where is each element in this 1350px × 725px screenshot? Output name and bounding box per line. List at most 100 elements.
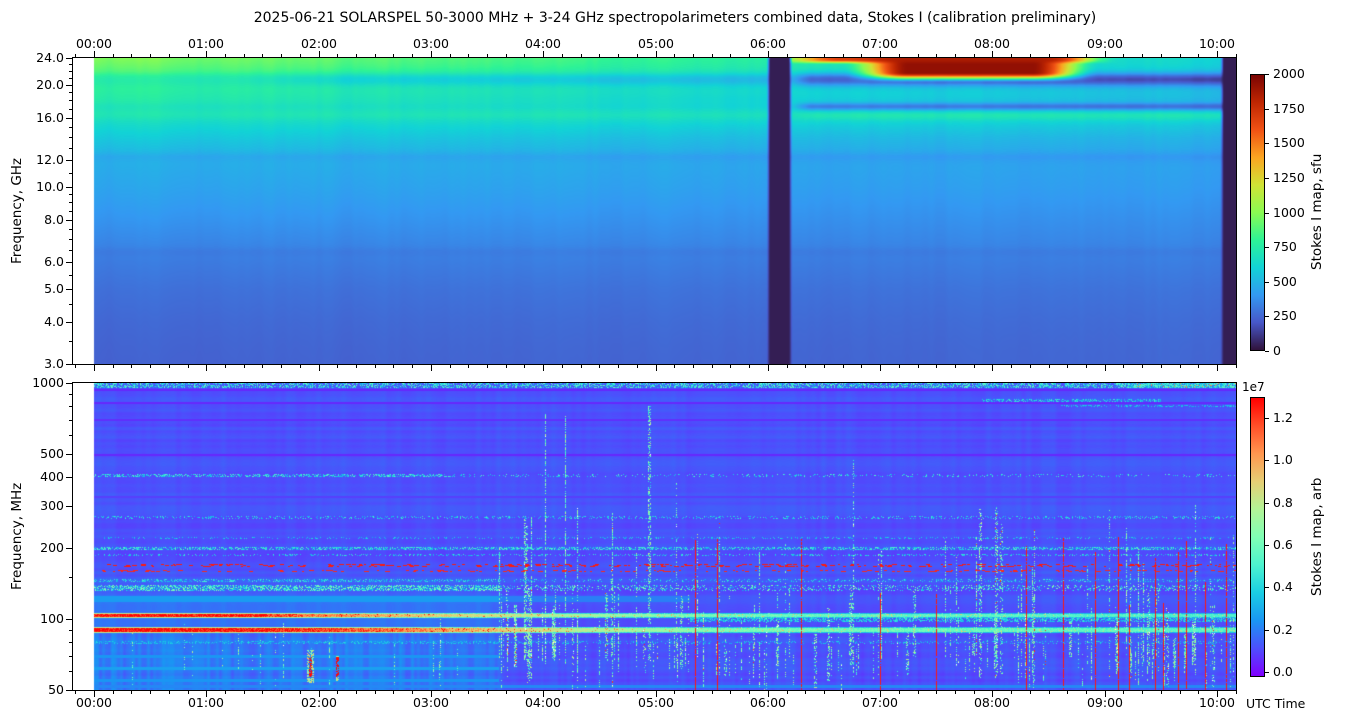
x-axis-minor-tick-top — [1180, 54, 1181, 57]
x-axis-minor-tick-bottom — [1236, 691, 1237, 694]
y-axis-major-tick — [66, 187, 72, 188]
y-axis-major-tick — [66, 506, 72, 507]
x-axis-minor-tick-mid — [412, 365, 413, 368]
y-axis-minor-tick — [69, 341, 72, 342]
x-axis-major-tick-bottom — [543, 691, 544, 697]
y-axis-minor-tick — [69, 239, 72, 240]
x-axis-minor-tick-bottom — [899, 691, 900, 694]
x-tick-label-top: 06:00 — [749, 36, 787, 51]
y-axis-major-tick — [66, 690, 72, 691]
colorbar-tick-label: 1.0 — [1273, 452, 1293, 467]
x-axis-minor-tick-bottom — [1161, 691, 1162, 694]
x-axis-minor-tick-bottom — [506, 691, 507, 694]
x-axis-minor-tick-mid — [524, 365, 525, 368]
x-axis-major-tick-mid — [768, 365, 769, 371]
x-axis-minor-tick-top — [262, 54, 263, 57]
x-axis-minor-tick-top — [375, 54, 376, 57]
x-axis-minor-tick-mid — [244, 365, 245, 368]
y-axis-minor-tick — [69, 127, 72, 128]
x-axis-major-tick-bottom — [206, 691, 207, 697]
y-axis-major-tick — [66, 220, 72, 221]
x-axis-minor-tick-bottom — [225, 691, 226, 694]
x-axis-minor-tick-mid — [693, 365, 694, 368]
x-axis-minor-tick-bottom — [599, 691, 600, 694]
colorbar-tick-label: 1250 — [1273, 170, 1305, 185]
x-tick-label-top: 04:00 — [524, 36, 562, 51]
x-axis-minor-tick-top — [955, 54, 956, 57]
colorbar-tick-label: 500 — [1273, 274, 1297, 289]
x-axis-minor-tick-mid — [506, 365, 507, 368]
y-tick-label: 200 — [40, 540, 64, 555]
y-axis-major-tick — [66, 118, 72, 119]
y-axis-minor-tick — [69, 250, 72, 251]
x-axis-major-tick-bottom — [768, 691, 769, 697]
x-axis-minor-tick-bottom — [412, 691, 413, 694]
x-axis-minor-tick-top — [674, 54, 675, 57]
colorbar-tick — [1265, 545, 1269, 546]
colorbar-tick-label: 2000 — [1273, 66, 1305, 81]
y-axis-label-ghz: Frequency, GHz — [9, 157, 25, 265]
x-axis-minor-tick-top — [412, 54, 413, 57]
y-tick-label: 5.0 — [44, 281, 64, 296]
x-axis-minor-tick-bottom — [356, 691, 357, 694]
x-axis-minor-tick-top — [450, 54, 451, 57]
colorbar-tick-label: 0.0 — [1273, 664, 1293, 679]
x-axis-minor-tick-top — [712, 54, 713, 57]
y-axis-minor-tick — [69, 64, 72, 65]
x-axis-minor-tick-mid — [337, 365, 338, 368]
x-axis-minor-tick-bottom — [262, 691, 263, 694]
x-axis-minor-tick-top — [599, 54, 600, 57]
x-axis-major-tick-bottom — [94, 691, 95, 697]
x-axis-minor-tick-bottom — [749, 691, 750, 694]
x-axis-minor-tick-mid — [1180, 365, 1181, 368]
colorbar-arb — [1250, 397, 1265, 677]
y-axis-minor-tick — [69, 420, 72, 421]
y-axis-minor-tick — [69, 394, 72, 395]
y-tick-label: 4.0 — [44, 314, 64, 329]
y-axis-minor-tick — [69, 202, 72, 203]
colorbar-tick — [1265, 587, 1269, 588]
x-axis-minor-tick-top — [281, 54, 282, 57]
x-axis-minor-tick-bottom — [861, 691, 862, 694]
x-axis-minor-tick-bottom — [1180, 691, 1181, 694]
spectrogram-mhz-panel — [72, 382, 1237, 691]
x-axis-minor-tick-bottom — [244, 691, 245, 694]
x-axis-major-tick-mid — [656, 365, 657, 371]
x-axis-minor-tick-top — [581, 54, 582, 57]
y-axis-minor-tick — [69, 275, 72, 276]
y-tick-label: 16.0 — [36, 110, 64, 125]
y-axis-minor-tick — [69, 656, 72, 657]
x-axis-minor-tick-top — [824, 54, 825, 57]
x-axis-minor-tick-mid — [918, 365, 919, 368]
y-axis-minor-tick — [69, 671, 72, 672]
y-axis-major-tick — [66, 548, 72, 549]
x-axis-minor-tick-mid — [1030, 365, 1031, 368]
spectrogram-ghz-panel — [72, 57, 1237, 365]
colorbar-tick-label: 0 — [1273, 343, 1281, 358]
x-axis-minor-tick-top — [468, 54, 469, 57]
x-axis-major-tick-top — [1105, 51, 1106, 57]
x-axis-minor-tick-mid — [356, 365, 357, 368]
x-axis-major-tick-bottom — [431, 691, 432, 697]
x-axis-minor-tick-mid — [75, 365, 76, 368]
x-axis-minor-tick-top — [562, 54, 563, 57]
x-axis-major-tick-mid — [992, 365, 993, 371]
x-axis-minor-tick-mid — [1161, 365, 1162, 368]
x-axis-minor-tick-top — [918, 54, 919, 57]
y-axis-major-tick — [66, 454, 72, 455]
x-tick-label-bottom: 04:00 — [524, 695, 562, 710]
x-axis-minor-tick-bottom — [131, 691, 132, 694]
x-axis-label: UTC Time — [1246, 696, 1306, 711]
colorbar-tick — [1265, 178, 1269, 179]
colorbar-tick — [1265, 213, 1269, 214]
x-tick-label-top: 02:00 — [300, 36, 338, 51]
y-axis-major-tick — [66, 619, 72, 620]
x-axis-major-tick-mid — [206, 365, 207, 371]
x-axis-minor-tick-top — [131, 54, 132, 57]
x-axis-minor-tick-mid — [674, 365, 675, 368]
x-tick-label-bottom: 02:00 — [300, 695, 338, 710]
x-tick-label-bottom: 00:00 — [75, 695, 113, 710]
x-axis-minor-tick-top — [936, 54, 937, 57]
colorbar-tick — [1265, 316, 1269, 317]
x-axis-minor-tick-top — [843, 54, 844, 57]
